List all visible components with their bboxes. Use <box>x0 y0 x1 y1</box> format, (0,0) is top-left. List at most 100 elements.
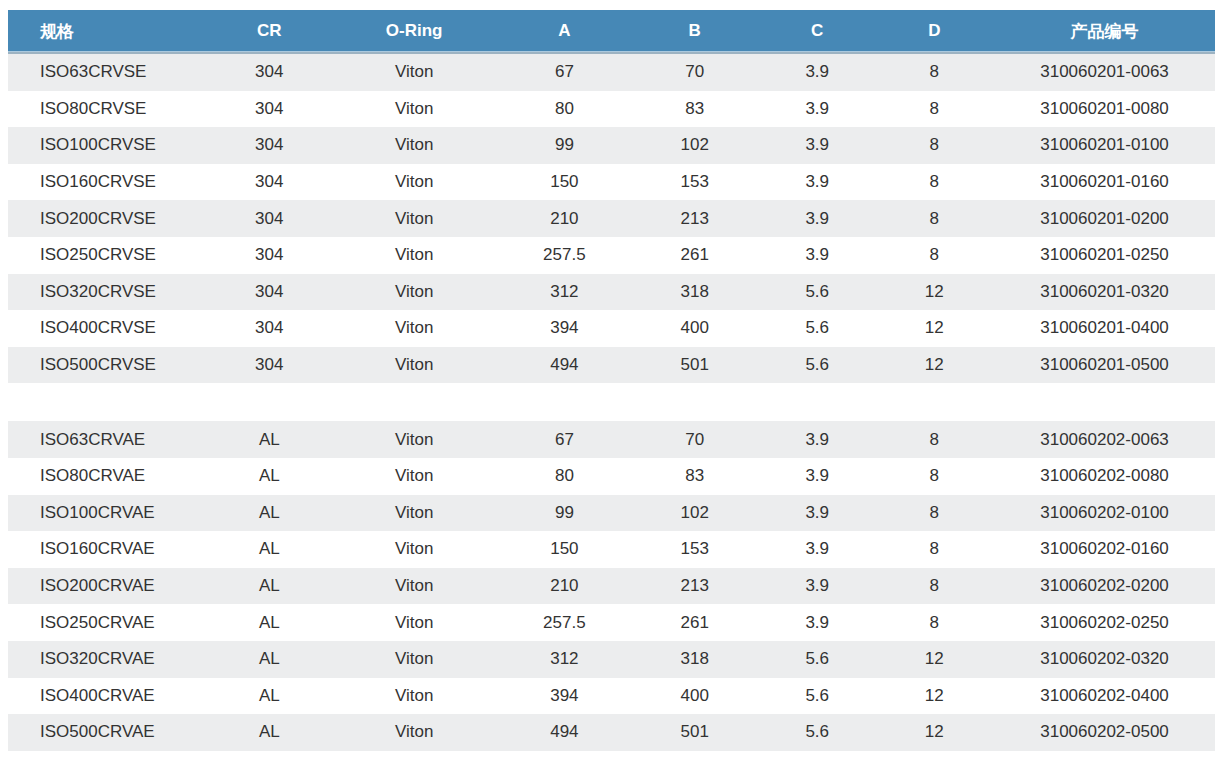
cell-d: 8 <box>875 200 994 237</box>
cell-c: 3.9 <box>760 531 875 568</box>
cell-oring: Viton <box>329 604 499 641</box>
cell-c: 3.9 <box>760 53 875 91</box>
cell-cr: AL <box>210 678 329 715</box>
cell-b: 153 <box>630 531 760 568</box>
cell-d: 8 <box>875 495 994 532</box>
cell-pn: 310060202-0080 <box>994 458 1215 495</box>
cell-a: 312 <box>499 274 629 311</box>
cell-b: 70 <box>630 53 760 91</box>
cell-spec: ISO80CRVAE <box>8 458 210 495</box>
table-row: ISO63CRVAEALViton67703.98310060202-0063 <box>8 421 1215 458</box>
cell-spec: ISO63CRVSE <box>8 53 210 91</box>
cell-b: 102 <box>630 495 760 532</box>
table-row: ISO160CRVSE304Viton1501533.98310060201-0… <box>8 164 1215 201</box>
cell-oring: Viton <box>329 458 499 495</box>
cell-pn: 310060202-0160 <box>994 531 1215 568</box>
table-group-1: ISO63CRVSE304Viton67703.98310060201-0063… <box>8 53 1215 383</box>
cell-c: 3.9 <box>760 458 875 495</box>
cell-c: 3.9 <box>760 568 875 605</box>
table-row: ISO320CRVSE304Viton3123185.612310060201-… <box>8 274 1215 311</box>
cell-c: 3.9 <box>760 200 875 237</box>
cell-oring: Viton <box>329 164 499 201</box>
cell-oring: Viton <box>329 531 499 568</box>
cell-spec: ISO250CRVAE <box>8 604 210 641</box>
cell-pn: 310060201-0100 <box>994 127 1215 164</box>
cell-b: 318 <box>630 641 760 678</box>
cell-d: 8 <box>875 421 994 458</box>
cell-d: 12 <box>875 678 994 715</box>
cell-spec: ISO63CRVAE <box>8 421 210 458</box>
cell-d: 12 <box>875 347 994 384</box>
cell-spec: ISO500CRVSE <box>8 347 210 384</box>
table-header: 规格CRO-RingABCD产品编号 <box>8 10 1215 53</box>
cell-cr: AL <box>210 604 329 641</box>
group-separator-cell <box>8 383 1215 421</box>
cell-a: 257.5 <box>499 604 629 641</box>
cell-pn: 310060202-0250 <box>994 604 1215 641</box>
cell-spec: ISO80CRVSE <box>8 91 210 128</box>
cell-cr: AL <box>210 531 329 568</box>
cell-a: 80 <box>499 458 629 495</box>
cell-c: 5.6 <box>760 678 875 715</box>
cell-pn: 310060201-0320 <box>994 274 1215 311</box>
cell-d: 12 <box>875 714 994 751</box>
cell-c: 5.6 <box>760 310 875 347</box>
cell-spec: ISO160CRVAE <box>8 531 210 568</box>
cell-d: 12 <box>875 641 994 678</box>
table-row: ISO200CRVSE304Viton2102133.98310060201-0… <box>8 200 1215 237</box>
cell-c: 3.9 <box>760 164 875 201</box>
cell-b: 213 <box>630 568 760 605</box>
cell-cr: AL <box>210 568 329 605</box>
table-row: ISO500CRVSE304Viton4945015.612310060201-… <box>8 347 1215 384</box>
column-header-b: B <box>630 10 760 53</box>
cell-pn: 310060202-0400 <box>994 678 1215 715</box>
cell-a: 312 <box>499 641 629 678</box>
cell-cr: 304 <box>210 237 329 274</box>
table-row: ISO160CRVAEALViton1501533.98310060202-01… <box>8 531 1215 568</box>
cell-cr: AL <box>210 495 329 532</box>
cell-b: 70 <box>630 421 760 458</box>
cell-c: 3.9 <box>760 421 875 458</box>
cell-cr: AL <box>210 421 329 458</box>
table-row: ISO100CRVAEALViton991023.98310060202-010… <box>8 495 1215 532</box>
table-row: ISO250CRVAEALViton257.52613.98310060202-… <box>8 604 1215 641</box>
cell-pn: 310060201-0200 <box>994 200 1215 237</box>
table-row: ISO200CRVAEALViton2102133.98310060202-02… <box>8 568 1215 605</box>
cell-cr: 304 <box>210 53 329 91</box>
cell-oring: Viton <box>329 274 499 311</box>
cell-c: 3.9 <box>760 495 875 532</box>
cell-a: 99 <box>499 495 629 532</box>
cell-cr: AL <box>210 458 329 495</box>
cell-pn: 310060202-0320 <box>994 641 1215 678</box>
cell-pn: 310060202-0063 <box>994 421 1215 458</box>
column-header-pn: 产品编号 <box>994 10 1215 53</box>
cell-b: 213 <box>630 200 760 237</box>
cell-oring: Viton <box>329 495 499 532</box>
cell-b: 400 <box>630 310 760 347</box>
cell-pn: 310060201-0063 <box>994 53 1215 91</box>
cell-spec: ISO160CRVSE <box>8 164 210 201</box>
cell-pn: 310060201-0250 <box>994 237 1215 274</box>
cell-pn: 310060201-0500 <box>994 347 1215 384</box>
cell-oring: Viton <box>329 421 499 458</box>
cell-d: 8 <box>875 237 994 274</box>
table-row: ISO250CRVSE304Viton257.52613.98310060201… <box>8 237 1215 274</box>
cell-a: 80 <box>499 91 629 128</box>
cell-cr: 304 <box>210 91 329 128</box>
cell-d: 8 <box>875 531 994 568</box>
cell-oring: Viton <box>329 678 499 715</box>
cell-a: 210 <box>499 200 629 237</box>
cell-c: 5.6 <box>760 274 875 311</box>
cell-a: 494 <box>499 347 629 384</box>
cell-spec: ISO200CRVAE <box>8 568 210 605</box>
cell-c: 3.9 <box>760 237 875 274</box>
column-header-spec: 规格 <box>8 10 210 53</box>
group-separator-row <box>8 383 1215 421</box>
cell-b: 318 <box>630 274 760 311</box>
table-row: ISO400CRVSE304Viton3944005.612310060201-… <box>8 310 1215 347</box>
cell-pn: 310060201-0160 <box>994 164 1215 201</box>
cell-d: 8 <box>875 164 994 201</box>
cell-b: 501 <box>630 714 760 751</box>
cell-b: 261 <box>630 237 760 274</box>
table-row: ISO80CRVAEALViton80833.98310060202-0080 <box>8 458 1215 495</box>
